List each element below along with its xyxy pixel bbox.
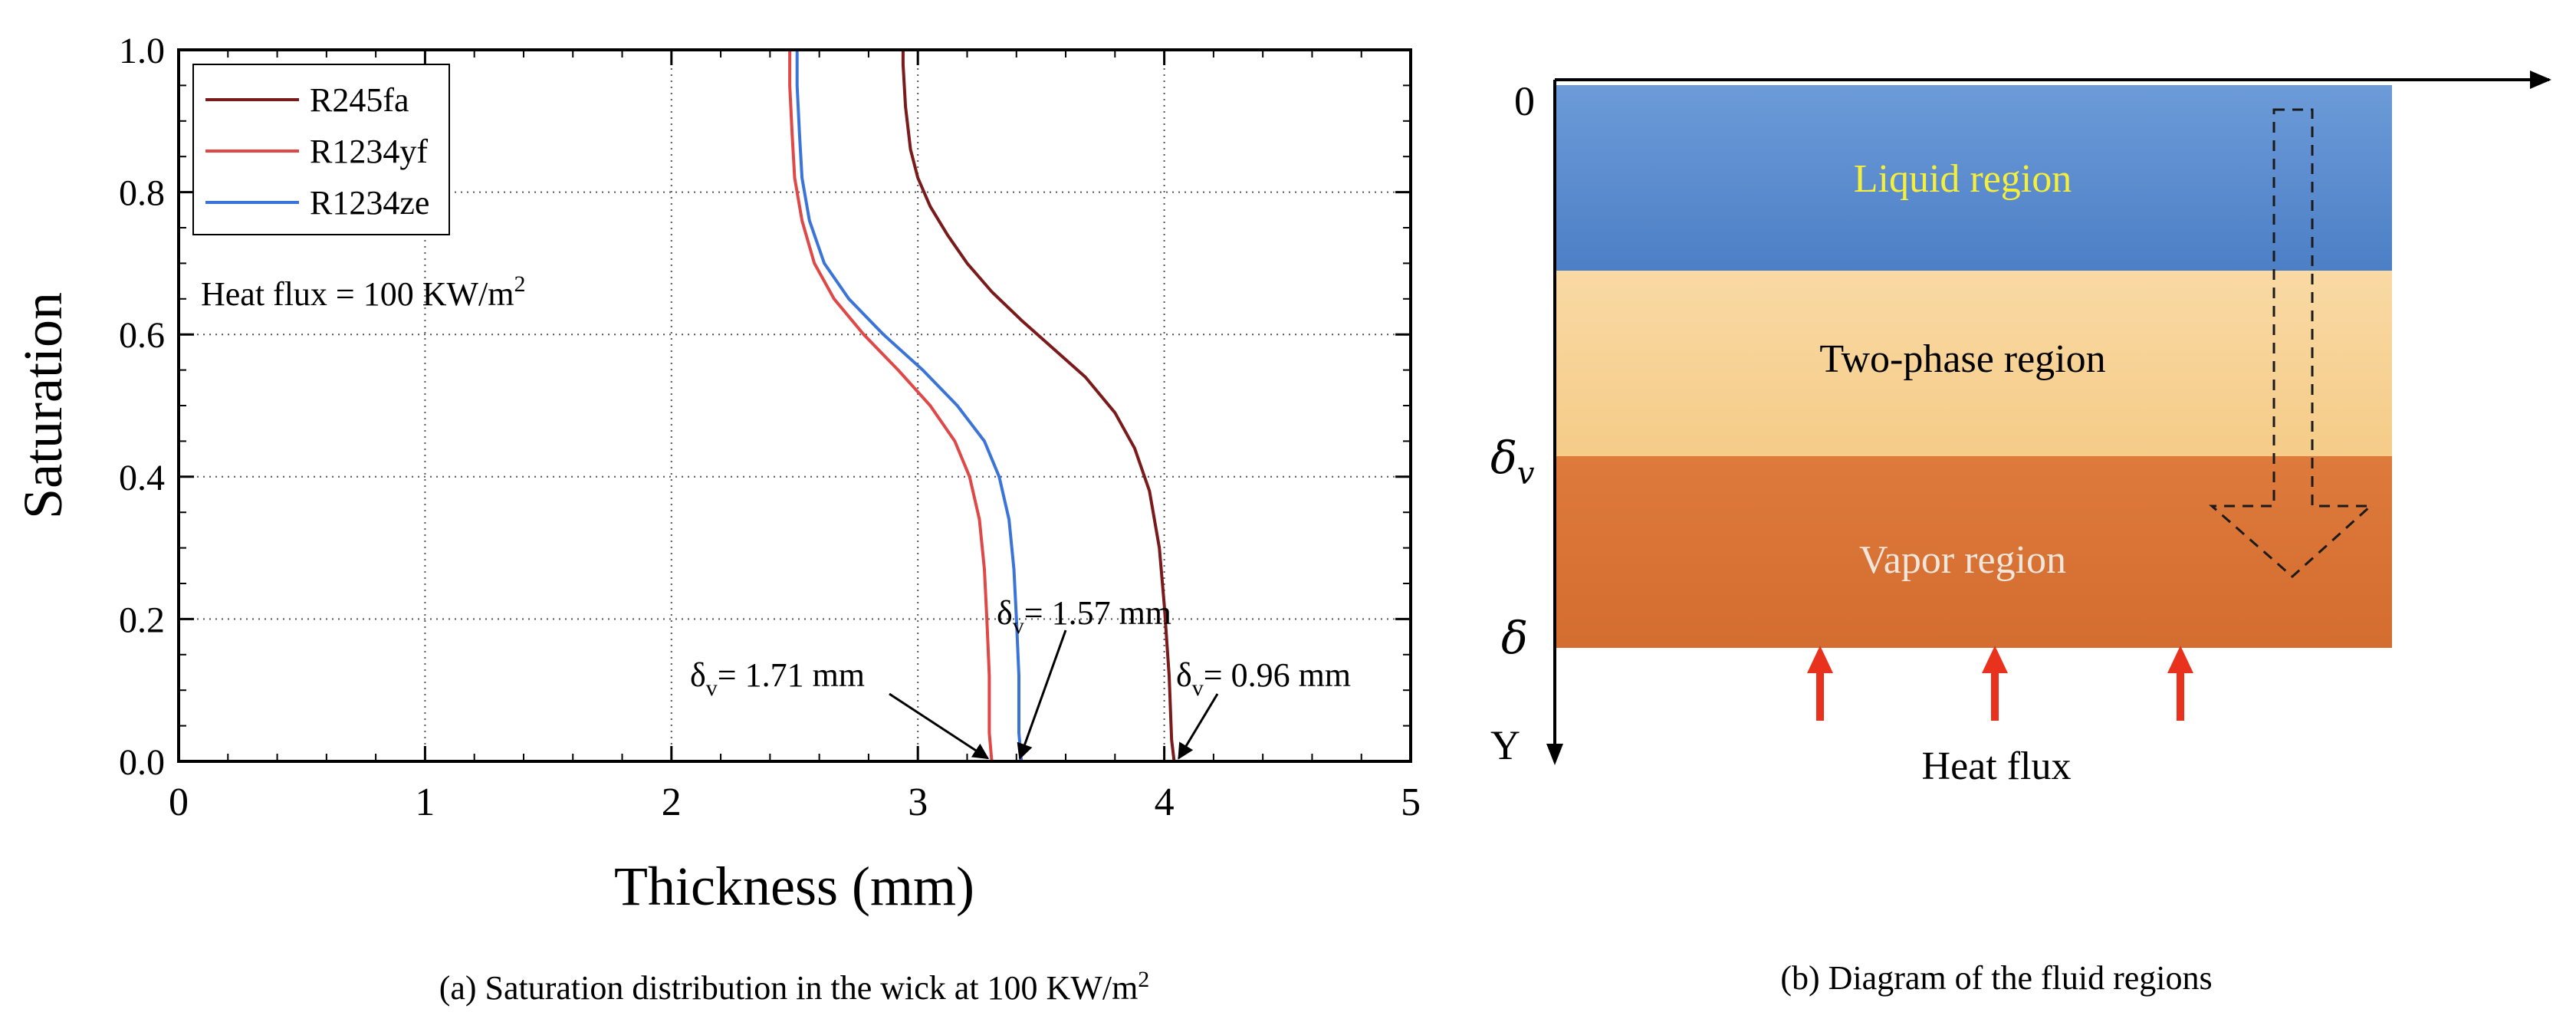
legend-label-r245fa: R245fa	[310, 81, 409, 119]
x-tick-label: 3	[908, 781, 928, 824]
origin-label: 0	[1514, 78, 1535, 124]
liquid-region-label: Liquid region	[1854, 157, 2072, 201]
delta-v-annotations: δv= 1.71 mm δv= 1.57 mm δv= 0.96 mm	[690, 594, 1351, 760]
annotation-arrow	[1178, 693, 1219, 760]
liquid-region	[1555, 85, 2392, 271]
two-phase-region-label: Two-phase region	[1819, 337, 2105, 381]
annotation-r1234yf: δv= 1.71 mm	[690, 656, 865, 701]
x-axis-label: Thickness (mm)	[614, 856, 974, 917]
saturation-chart: 0 1 2 3 4 5 0.0 0.2 0.4 0.6 0.8 1.0 Saturation Thic…	[12, 31, 1421, 1007]
y-tick-label: 0.4	[119, 458, 165, 498]
heat-arrow	[2167, 646, 2193, 721]
x-tick-label: 0	[169, 781, 189, 824]
dashed-flow-arrow	[2209, 108, 2374, 579]
caption-a: (a) Saturation distribution in the wick …	[439, 967, 1150, 1007]
x-tick-label: 2	[662, 781, 682, 824]
y-tick-label: 0.2	[119, 600, 165, 640]
series-line-r245fa	[901, 50, 1411, 763]
y-tick-label: 1.0	[119, 31, 165, 71]
annotation-r1234ze: δv= 1.57 mm	[997, 594, 1171, 639]
annotation-arrow	[1017, 629, 1067, 760]
heat-flux-arrows	[1807, 646, 2193, 721]
annotation-arrow	[889, 692, 990, 760]
caption-b: (b) Diagram of the fluid regions	[1780, 959, 2212, 997]
legend-label-r1234ze: R1234ze	[310, 184, 429, 222]
delta-label: δ	[1501, 612, 1528, 664]
y-tick-label: 0.6	[119, 315, 165, 356]
series-line-r1234yf	[788, 50, 1411, 763]
legend-label-r1234yf: R1234yf	[310, 133, 428, 170]
x-tick-label: 5	[1401, 781, 1421, 824]
y-tick-label: 0.0	[119, 742, 165, 783]
delta-v-label: δv	[1490, 432, 1535, 491]
heat-flux-annotation: Heat flux = 100 KW/m2	[201, 271, 526, 313]
y-axis-label: Saturation	[12, 292, 74, 519]
series-line-r1234ze	[795, 50, 1411, 763]
vapor-region-label: Vapor region	[1859, 538, 2066, 582]
annotation-r245fa: δv= 0.96 mm	[1176, 656, 1351, 701]
chart-series	[788, 50, 1411, 763]
vapor-region	[1555, 456, 2392, 648]
heat-flux-label: Heat flux	[1922, 744, 2072, 788]
chart-legend: R245fa R1234yf R1234ze	[192, 64, 450, 235]
chart-grid	[179, 50, 1411, 761]
y-tick-label: 0.8	[119, 173, 165, 214]
fluid-regions-diagram: Liquid region Two-phase region Vapor reg…	[1490, 71, 2551, 997]
two-phase-region	[1555, 271, 2392, 456]
chart-ticks: 0 1 2 3 4 5 0.0 0.2 0.4 0.6 0.8 1.0	[119, 31, 1421, 824]
x-axis-arrowhead	[2530, 71, 2551, 89]
heat-arrow	[1807, 646, 1833, 721]
x-tick-label: 1	[415, 781, 435, 824]
heat-arrow	[1982, 646, 2008, 721]
x-tick-label: 4	[1155, 781, 1175, 824]
y-axis-arrowhead	[1546, 744, 1563, 765]
y-axis-letter: Y	[1490, 722, 1520, 768]
